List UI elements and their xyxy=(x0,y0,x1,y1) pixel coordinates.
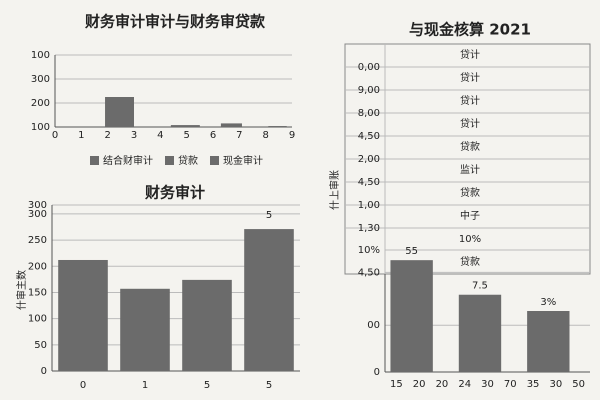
table-cell: 贷计 xyxy=(460,48,480,61)
x-tick-label: 2 xyxy=(104,130,110,141)
y-tick-label: 50 xyxy=(34,340,47,351)
bar xyxy=(105,97,134,127)
table-cell: 贷计 xyxy=(460,71,480,84)
y-axis-label: 什上审账 xyxy=(328,170,341,210)
bar xyxy=(268,126,287,127)
x-tick-label: 1 xyxy=(78,130,84,141)
x-tick-label: 3 xyxy=(131,130,137,141)
table-cell: 贷款 xyxy=(460,140,480,153)
bar xyxy=(120,288,170,371)
panel-title: 与现金核算 2021 xyxy=(409,21,531,39)
legend-label: 结合财审计 xyxy=(103,154,153,167)
x-tick-label: 0 xyxy=(80,380,86,391)
annotation: 7.5 xyxy=(472,281,488,292)
x-tick-label: 35 xyxy=(527,379,540,390)
x-tick-label: 5 xyxy=(183,130,189,141)
x-tick-label: 9 xyxy=(289,130,295,141)
bar xyxy=(220,123,242,127)
x-tick-label: 5 xyxy=(204,380,210,391)
y-tick-label: 300 xyxy=(28,209,47,220)
x-tick-label: 15 xyxy=(390,379,403,390)
y-tick-label: 00 xyxy=(367,320,380,331)
bar xyxy=(58,259,108,371)
x-tick-label: 50 xyxy=(572,379,585,390)
x-tick-label: 5 xyxy=(266,380,272,391)
chart-title: 财务审计 xyxy=(145,184,205,202)
y-tick-label: 100 xyxy=(28,314,47,325)
table-cell: 贷计 xyxy=(460,94,480,107)
x-tick-label: 6 xyxy=(210,130,216,141)
x-tick-label: 30 xyxy=(549,379,562,390)
x-tick-label: 0 xyxy=(52,130,58,141)
row-label: 0,00 xyxy=(358,62,380,73)
legend-swatch xyxy=(210,156,219,165)
y-tick-label: 4,50 xyxy=(358,267,380,278)
x-tick-label: 20 xyxy=(436,379,449,390)
x-tick-label: 24 xyxy=(458,379,471,390)
table-cell: 中子 xyxy=(460,209,480,222)
x-tick-label: 8 xyxy=(262,130,268,141)
row-label: 4,50 xyxy=(358,131,380,142)
row-label: 9,00 xyxy=(358,85,380,96)
row-label: 1,30 xyxy=(358,223,380,234)
y-tick-label: 100 xyxy=(31,50,50,61)
y-tick-label: 200 xyxy=(28,261,47,272)
table-cell: 贷款 xyxy=(460,255,480,268)
row-label: 2,00 xyxy=(358,154,380,165)
legend-swatch xyxy=(165,156,174,165)
x-tick-label: 1 xyxy=(142,380,148,391)
y-tick-label: 300 xyxy=(31,74,50,85)
table-cell: 贷款 xyxy=(460,186,480,199)
legend-label: 现金审计 xyxy=(223,154,263,167)
y-tick-label: 100 xyxy=(31,122,50,133)
y-tick-label: 300 xyxy=(28,200,47,211)
legend-swatch xyxy=(90,156,99,165)
chart-title: 财务审计审计与财务审贷款 xyxy=(85,13,266,31)
bar xyxy=(244,229,294,371)
x-tick-label: 70 xyxy=(504,379,517,390)
legend-label: 贷款 xyxy=(178,154,198,167)
y-tick-label: 150 xyxy=(28,287,47,298)
y-tick-label: 0 xyxy=(41,366,47,377)
bar xyxy=(170,125,200,127)
x-tick-label: 20 xyxy=(413,379,426,390)
bar xyxy=(458,294,502,372)
table-cell: 贷计 xyxy=(460,117,480,130)
bar xyxy=(182,279,232,371)
annotation: 3% xyxy=(540,297,556,308)
bar xyxy=(527,311,570,372)
y-tick-label: 10% xyxy=(358,245,380,256)
table-cell: 监计 xyxy=(460,163,480,176)
x-tick-label: 4 xyxy=(157,130,163,141)
x-tick-label: 7 xyxy=(236,130,242,141)
annotation: 5 xyxy=(266,210,272,221)
y-tick-label: 0 xyxy=(374,367,380,378)
annotation: 55 xyxy=(405,246,418,257)
row-label: 1,00 xyxy=(358,200,380,211)
y-tick-label: 250 xyxy=(28,235,47,246)
x-tick-label: 30 xyxy=(481,379,494,390)
row-label: 4,50 xyxy=(358,177,380,188)
table-cell: 10% xyxy=(459,234,481,245)
y-axis-label: 什审主数 xyxy=(15,270,28,310)
y-tick-label: 200 xyxy=(31,98,50,109)
row-label: 8,00 xyxy=(358,108,380,119)
bar xyxy=(390,260,433,372)
